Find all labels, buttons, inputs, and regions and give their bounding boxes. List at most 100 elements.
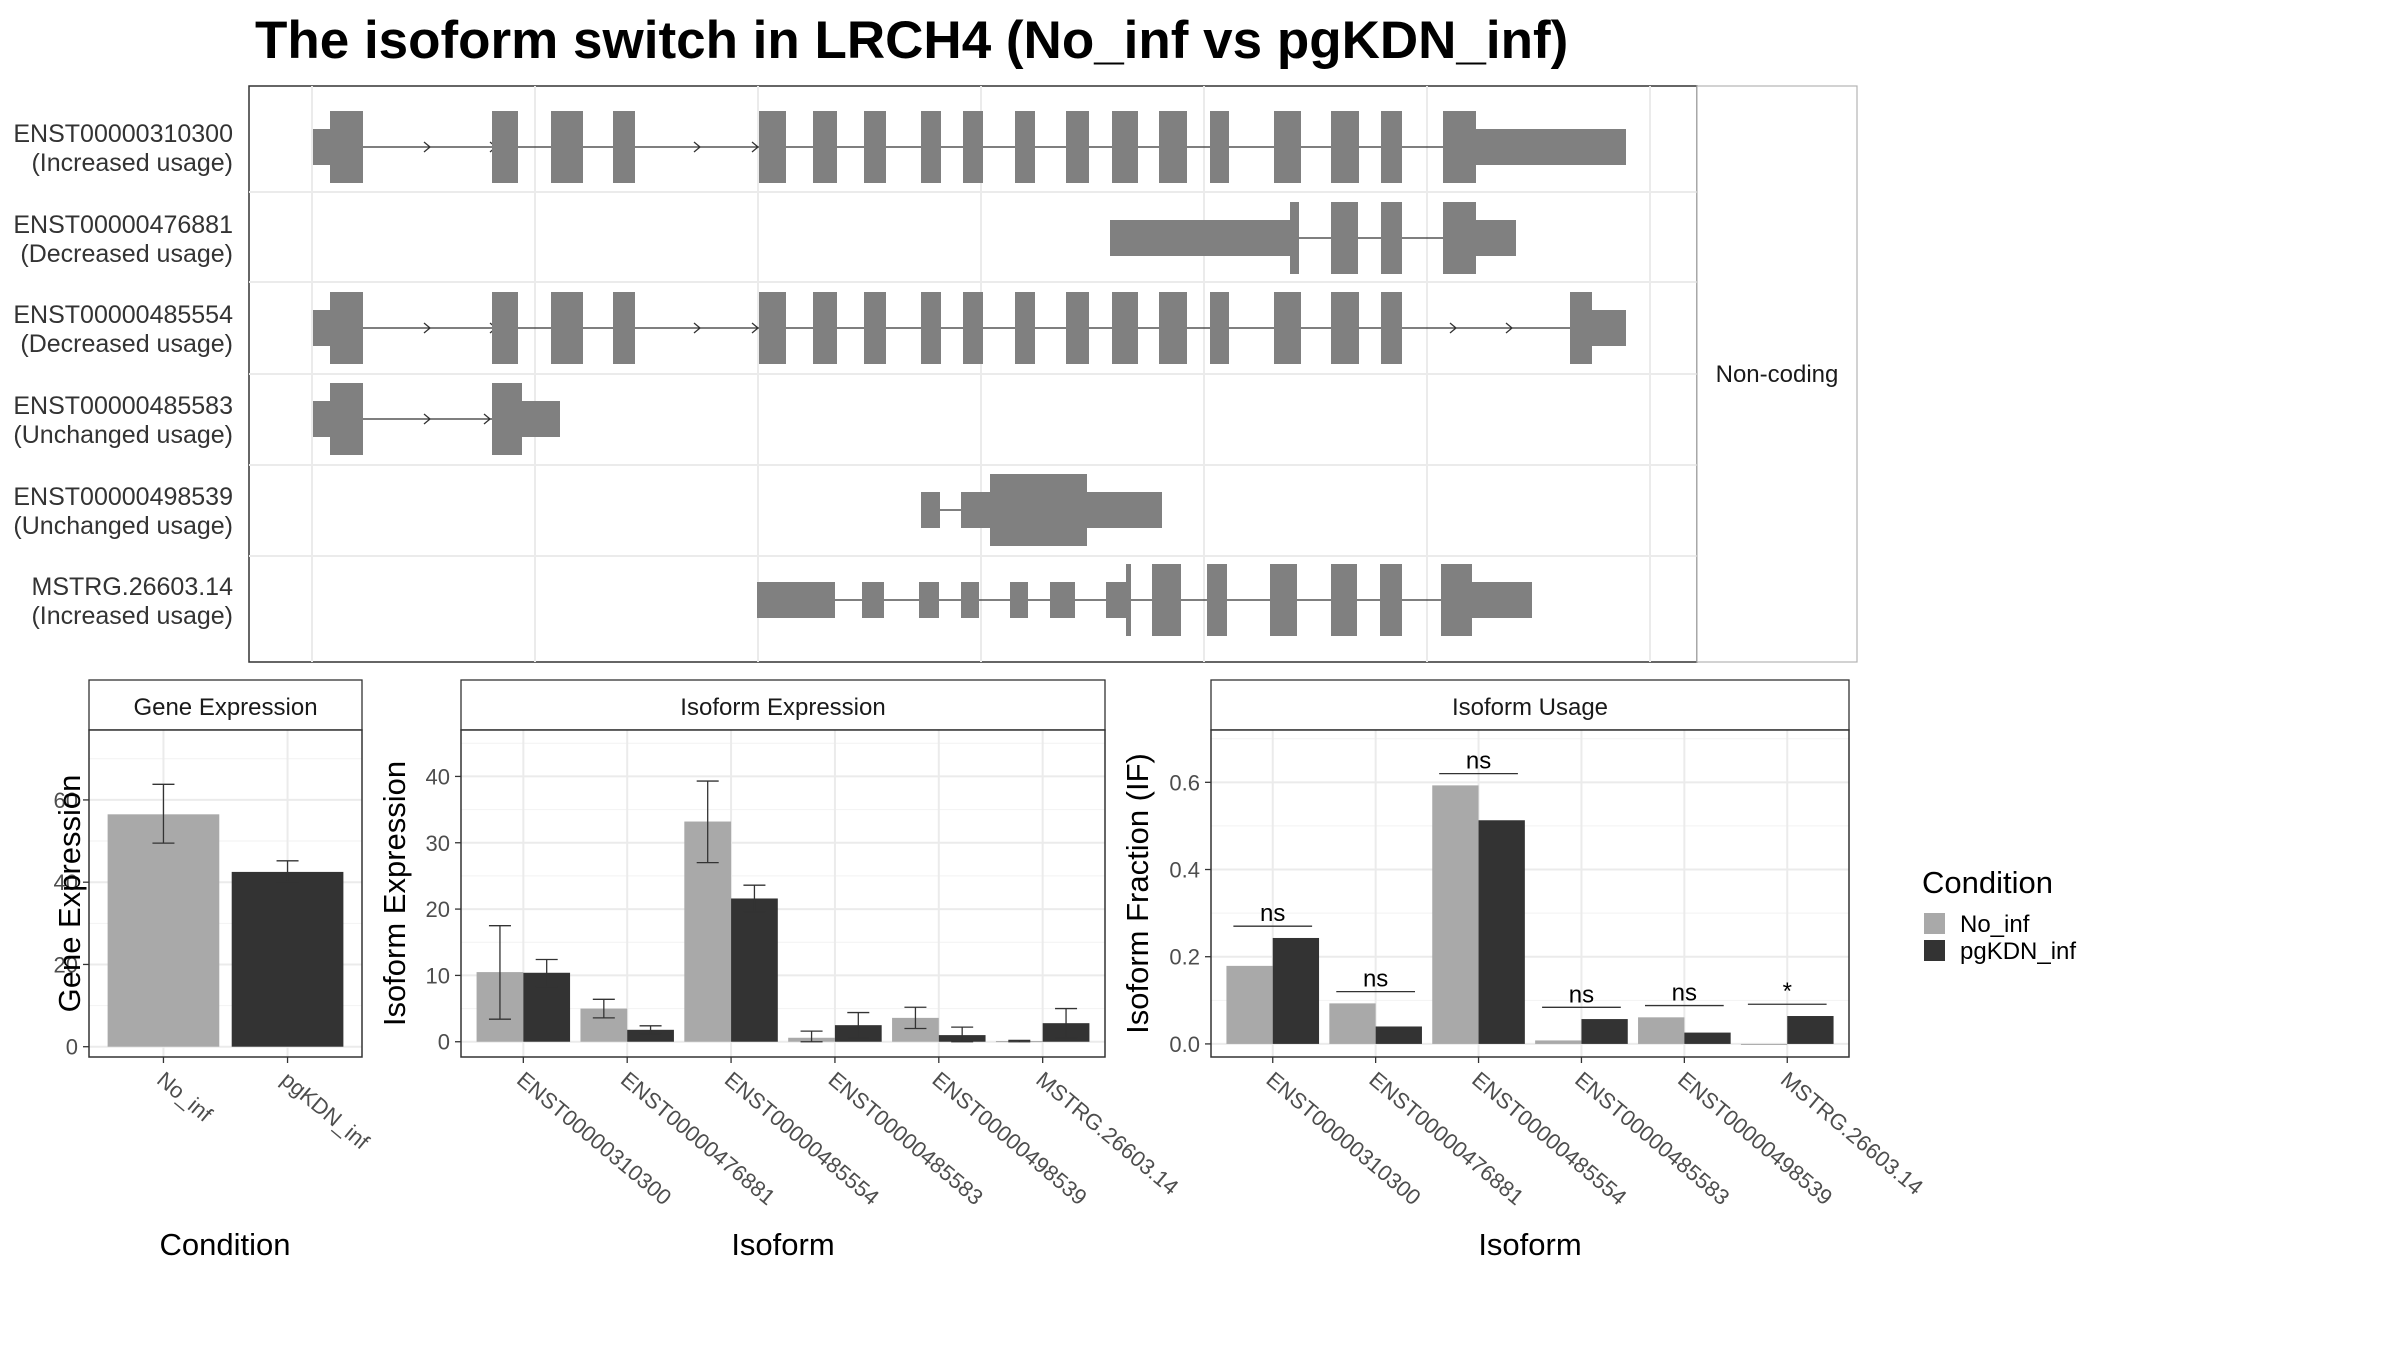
transcript-track-ENST00000310300 <box>313 111 1626 183</box>
error-bar <box>535 958 558 988</box>
bar-pgkdn-inf-enst00000476881 <box>627 1029 674 1042</box>
y-tick-label: 40 <box>426 764 450 789</box>
legend-swatch-pgkdn-inf <box>1924 940 1945 961</box>
x-axis-title: Isoform <box>731 1227 834 1262</box>
panel-title: Isoform Expression <box>680 694 885 721</box>
error-bar <box>488 925 511 1020</box>
transcript-usage-label: (Unchanged usage) <box>13 421 233 449</box>
transcript-track-ENST00000485554 <box>313 292 1626 364</box>
y-tick-label: 20 <box>426 897 450 922</box>
error-bar <box>847 1011 870 1039</box>
significance-label: ns <box>1363 966 1388 993</box>
bar-pgkdn-inf-enst00000498539 <box>1684 1032 1731 1044</box>
figure-title: The isoform switch in LRCH4 (No_inf vs p… <box>255 11 1568 70</box>
x-axis-title: Isoform <box>1478 1227 1581 1262</box>
bar-pgkdn-inf-mstrg-26603-14 <box>1787 1016 1834 1044</box>
transcript-id-label: ENST00000476881 <box>13 211 233 239</box>
transcript-track-ENST00000476881 <box>1110 202 1516 274</box>
y-tick-label: 0.4 <box>1169 858 1200 883</box>
bar-no-inf-enst00000498539 <box>892 1017 939 1042</box>
error-bar <box>276 860 299 883</box>
significance-label: ns <box>1466 748 1491 775</box>
significance-label: ns <box>1672 980 1697 1007</box>
plot-border <box>88 729 363 1058</box>
transcript-track-ENST00000485583 <box>313 383 560 455</box>
y-tick-label: 10 <box>426 963 450 988</box>
structure-gridlines <box>249 86 1697 662</box>
panel-strip <box>1210 679 1850 731</box>
bar-no-inf-mstrg-26603-14 <box>1740 1043 1788 1045</box>
transcript-track-ENST00000498539 <box>921 474 1162 546</box>
significance-label: ns <box>1569 981 1594 1008</box>
error-bar <box>592 998 615 1019</box>
transcript-id-label: ENST00000310300 <box>13 120 233 148</box>
bar-pgkdn-inf-enst00000485583 <box>1581 1019 1628 1044</box>
structure-side-strip <box>1696 85 1858 663</box>
bar-no-inf <box>107 814 220 1047</box>
isoform-expression-panel: Isoform Expression010203040ENST000003103… <box>377 679 1183 1262</box>
bar-pgkdn-inf-enst00000476881 <box>1375 1026 1422 1044</box>
transcript-usage-label: (Decreased usage) <box>20 330 233 358</box>
transcript-usage-label: (Increased usage) <box>31 149 233 177</box>
bar-no-inf-enst00000476881 <box>1329 1003 1376 1044</box>
y-tick-label: 0.2 <box>1169 945 1200 970</box>
transcript-usage-label: (Increased usage) <box>31 602 233 630</box>
panel-strip <box>460 679 1106 731</box>
x-axis-title: Condition <box>160 1227 291 1262</box>
bar-pgkdn-inf-enst00000485554 <box>731 898 778 1042</box>
transcript-id-label: MSTRG.26603.14 <box>32 573 234 601</box>
error-bar <box>743 884 766 913</box>
error-bar <box>639 1025 662 1035</box>
bar-no-inf-enst00000498539 <box>1638 1017 1685 1044</box>
bar-pgkdn-inf <box>231 871 344 1047</box>
panel-strip <box>88 679 363 731</box>
y-tick-label: 0 <box>66 1035 78 1060</box>
error-bar <box>800 1030 823 1043</box>
plot-border <box>1210 729 1850 1058</box>
bar-no-inf-enst00000485583 <box>1535 1040 1582 1044</box>
error-bar <box>951 1026 974 1043</box>
bar-pgkdn-inf-enst00000485554 <box>1478 820 1525 1044</box>
y-tick-label: 0.0 <box>1169 1032 1200 1057</box>
transcript-usage-label: (Decreased usage) <box>20 240 233 268</box>
error-bar <box>1008 1039 1031 1043</box>
bar-no-inf-enst00000310300 <box>1226 965 1273 1044</box>
legend-title: Condition <box>1922 865 2053 900</box>
y-tick-label: 40 <box>54 870 78 895</box>
bar-pgkdn-inf-enst00000310300 <box>1272 937 1320 1044</box>
transcript-usage-label: (Unchanged usage) <box>13 512 233 540</box>
y-axis-title: Isoform Fraction (IF) <box>1120 753 1155 1034</box>
significance-label: * <box>1783 978 1792 1005</box>
transcript-id-label: ENST00000485554 <box>13 301 233 329</box>
transcript-id-label: ENST00000485583 <box>13 392 233 420</box>
error-bar <box>152 783 175 844</box>
plot-border <box>460 729 1106 1058</box>
error-bar <box>904 1006 927 1030</box>
legend-label-no-inf: No_inf <box>1960 911 2030 938</box>
x-tick-label: No_inf <box>152 1067 217 1128</box>
transcript-track-MSTRG.26603.14 <box>757 564 1532 636</box>
y-tick-label: 0 <box>438 1030 450 1055</box>
x-tick-label: pgKDN_inf <box>276 1067 374 1155</box>
panel-title: Isoform Usage <box>1452 694 1608 721</box>
gene-expression-panel: Gene Expression 0 20 40 60 No_inf pgKDN_inf Con… <box>52 679 375 1262</box>
legend-swatch-no-inf <box>1924 913 1945 934</box>
y-tick-label: 30 <box>426 831 450 856</box>
panel-title: Gene Expression <box>133 694 317 721</box>
error-bar <box>1055 1007 1078 1039</box>
y-tick-label: 20 <box>54 952 78 977</box>
y-axis-title: Isoform Expression <box>377 761 412 1026</box>
y-tick-label: 0.6 <box>1169 770 1200 795</box>
y-tick-label: 60 <box>54 788 78 813</box>
error-bar <box>696 780 719 864</box>
y-axis-title: Gene Expression <box>52 775 87 1013</box>
transcript-structure-panel: ENST00000310300 (Increased usage) ENST00… <box>13 85 1858 663</box>
non-coding-strip-label: Non-coding <box>1716 361 1839 388</box>
transcript-labels: ENST00000310300 (Increased usage) ENST00… <box>13 120 233 630</box>
transcript-id-label: ENST00000498539 <box>13 483 233 511</box>
legend-label-pgkdn-inf: pgKDN_inf <box>1960 938 2076 965</box>
bar-no-inf-enst00000485554 <box>1432 785 1479 1044</box>
condition-legend: Condition No_inf pgKDN_inf <box>1922 865 2076 965</box>
